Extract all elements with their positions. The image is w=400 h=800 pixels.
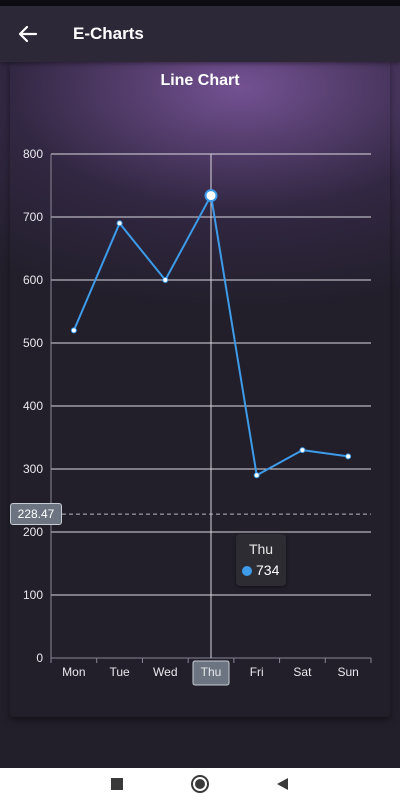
home-circle-icon [191,775,209,793]
x-tick-label: Sat [293,665,312,679]
x-tick-label: Tue [109,665,130,679]
home-button[interactable] [180,768,220,800]
y-tick-label: 700 [23,210,43,224]
back-triangle-icon [277,778,288,790]
back-nav-button[interactable] [262,768,302,800]
reference-line-label: 228.47 [10,503,62,525]
status-bar [0,0,400,6]
x-tick-label: Wed [153,665,177,679]
arrow-back-icon [18,25,38,43]
back-button[interactable] [0,6,56,62]
chart-title: Line Chart [160,72,240,89]
line-chart[interactable]: 0 100 200 300 400 500 600 700 800 Mon Tue Wed Thu Fri… [0,0,400,720]
x-tick-label: Mon [62,665,85,679]
app-title: E-Charts [73,24,144,43]
data-point [70,327,77,334]
app-bar: E-Charts [0,6,400,62]
y-tick-label: 400 [23,399,43,413]
recents-button[interactable] [97,768,137,800]
x-tick-label: Fri [250,665,264,679]
chart-tooltip: Thu 734 [236,534,286,586]
data-point [345,453,352,460]
data-point-highlighted [204,189,218,203]
data-point [299,447,306,454]
tooltip-series-dot [242,566,252,576]
x-tick-label: Sun [337,665,358,679]
tooltip-category: Thu [248,541,274,557]
highlighted-category-box [192,660,230,686]
background-glow [0,62,400,382]
data-point [162,277,169,283]
data-point [253,472,260,479]
y-tick-label: 300 [23,462,43,476]
y-tick-label: 100 [23,588,43,602]
y-tick-label: 500 [23,336,43,350]
x-tick-label: Thu [201,665,222,679]
recents-square-icon [111,778,123,790]
y-tick-label: 800 [23,147,43,161]
data-point [116,220,123,227]
tooltip-value: 734 [256,562,280,578]
y-tick-label: 200 [23,525,43,539]
system-nav-bar [0,768,400,800]
y-tick-label: 600 [23,273,43,287]
y-tick-label: 0 [36,651,43,665]
